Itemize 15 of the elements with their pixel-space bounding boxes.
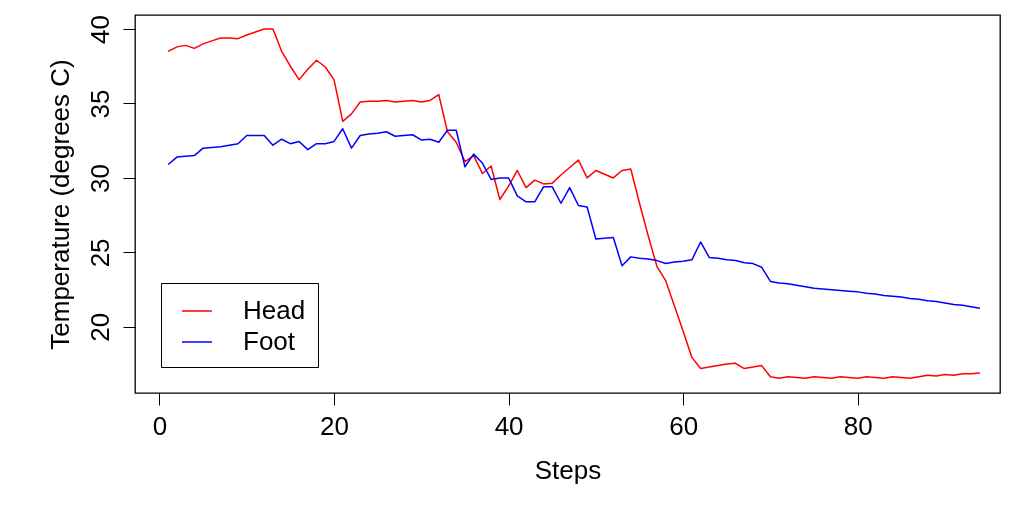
y-tick-label: 35 [84, 89, 115, 119]
y-tick-label: 30 [84, 163, 115, 193]
legend-label: Head [243, 295, 306, 325]
x-tick-label: 20 [320, 410, 349, 441]
x-tick-label: 80 [843, 410, 873, 441]
line-series [167, 28, 981, 380]
y-tick-label: 40 [84, 15, 115, 44]
legend-label: Foot [243, 326, 296, 356]
x-axis-title: Steps [534, 454, 602, 485]
x-tick-label: 0 [152, 410, 168, 441]
x-tick-label: 40 [494, 410, 524, 441]
x-tick-label: 60 [669, 410, 699, 441]
y-tick-label: 25 [84, 238, 115, 268]
y-axis-title: Temperature (degrees C) [44, 59, 75, 350]
y-tick-label: 20 [84, 312, 115, 342]
